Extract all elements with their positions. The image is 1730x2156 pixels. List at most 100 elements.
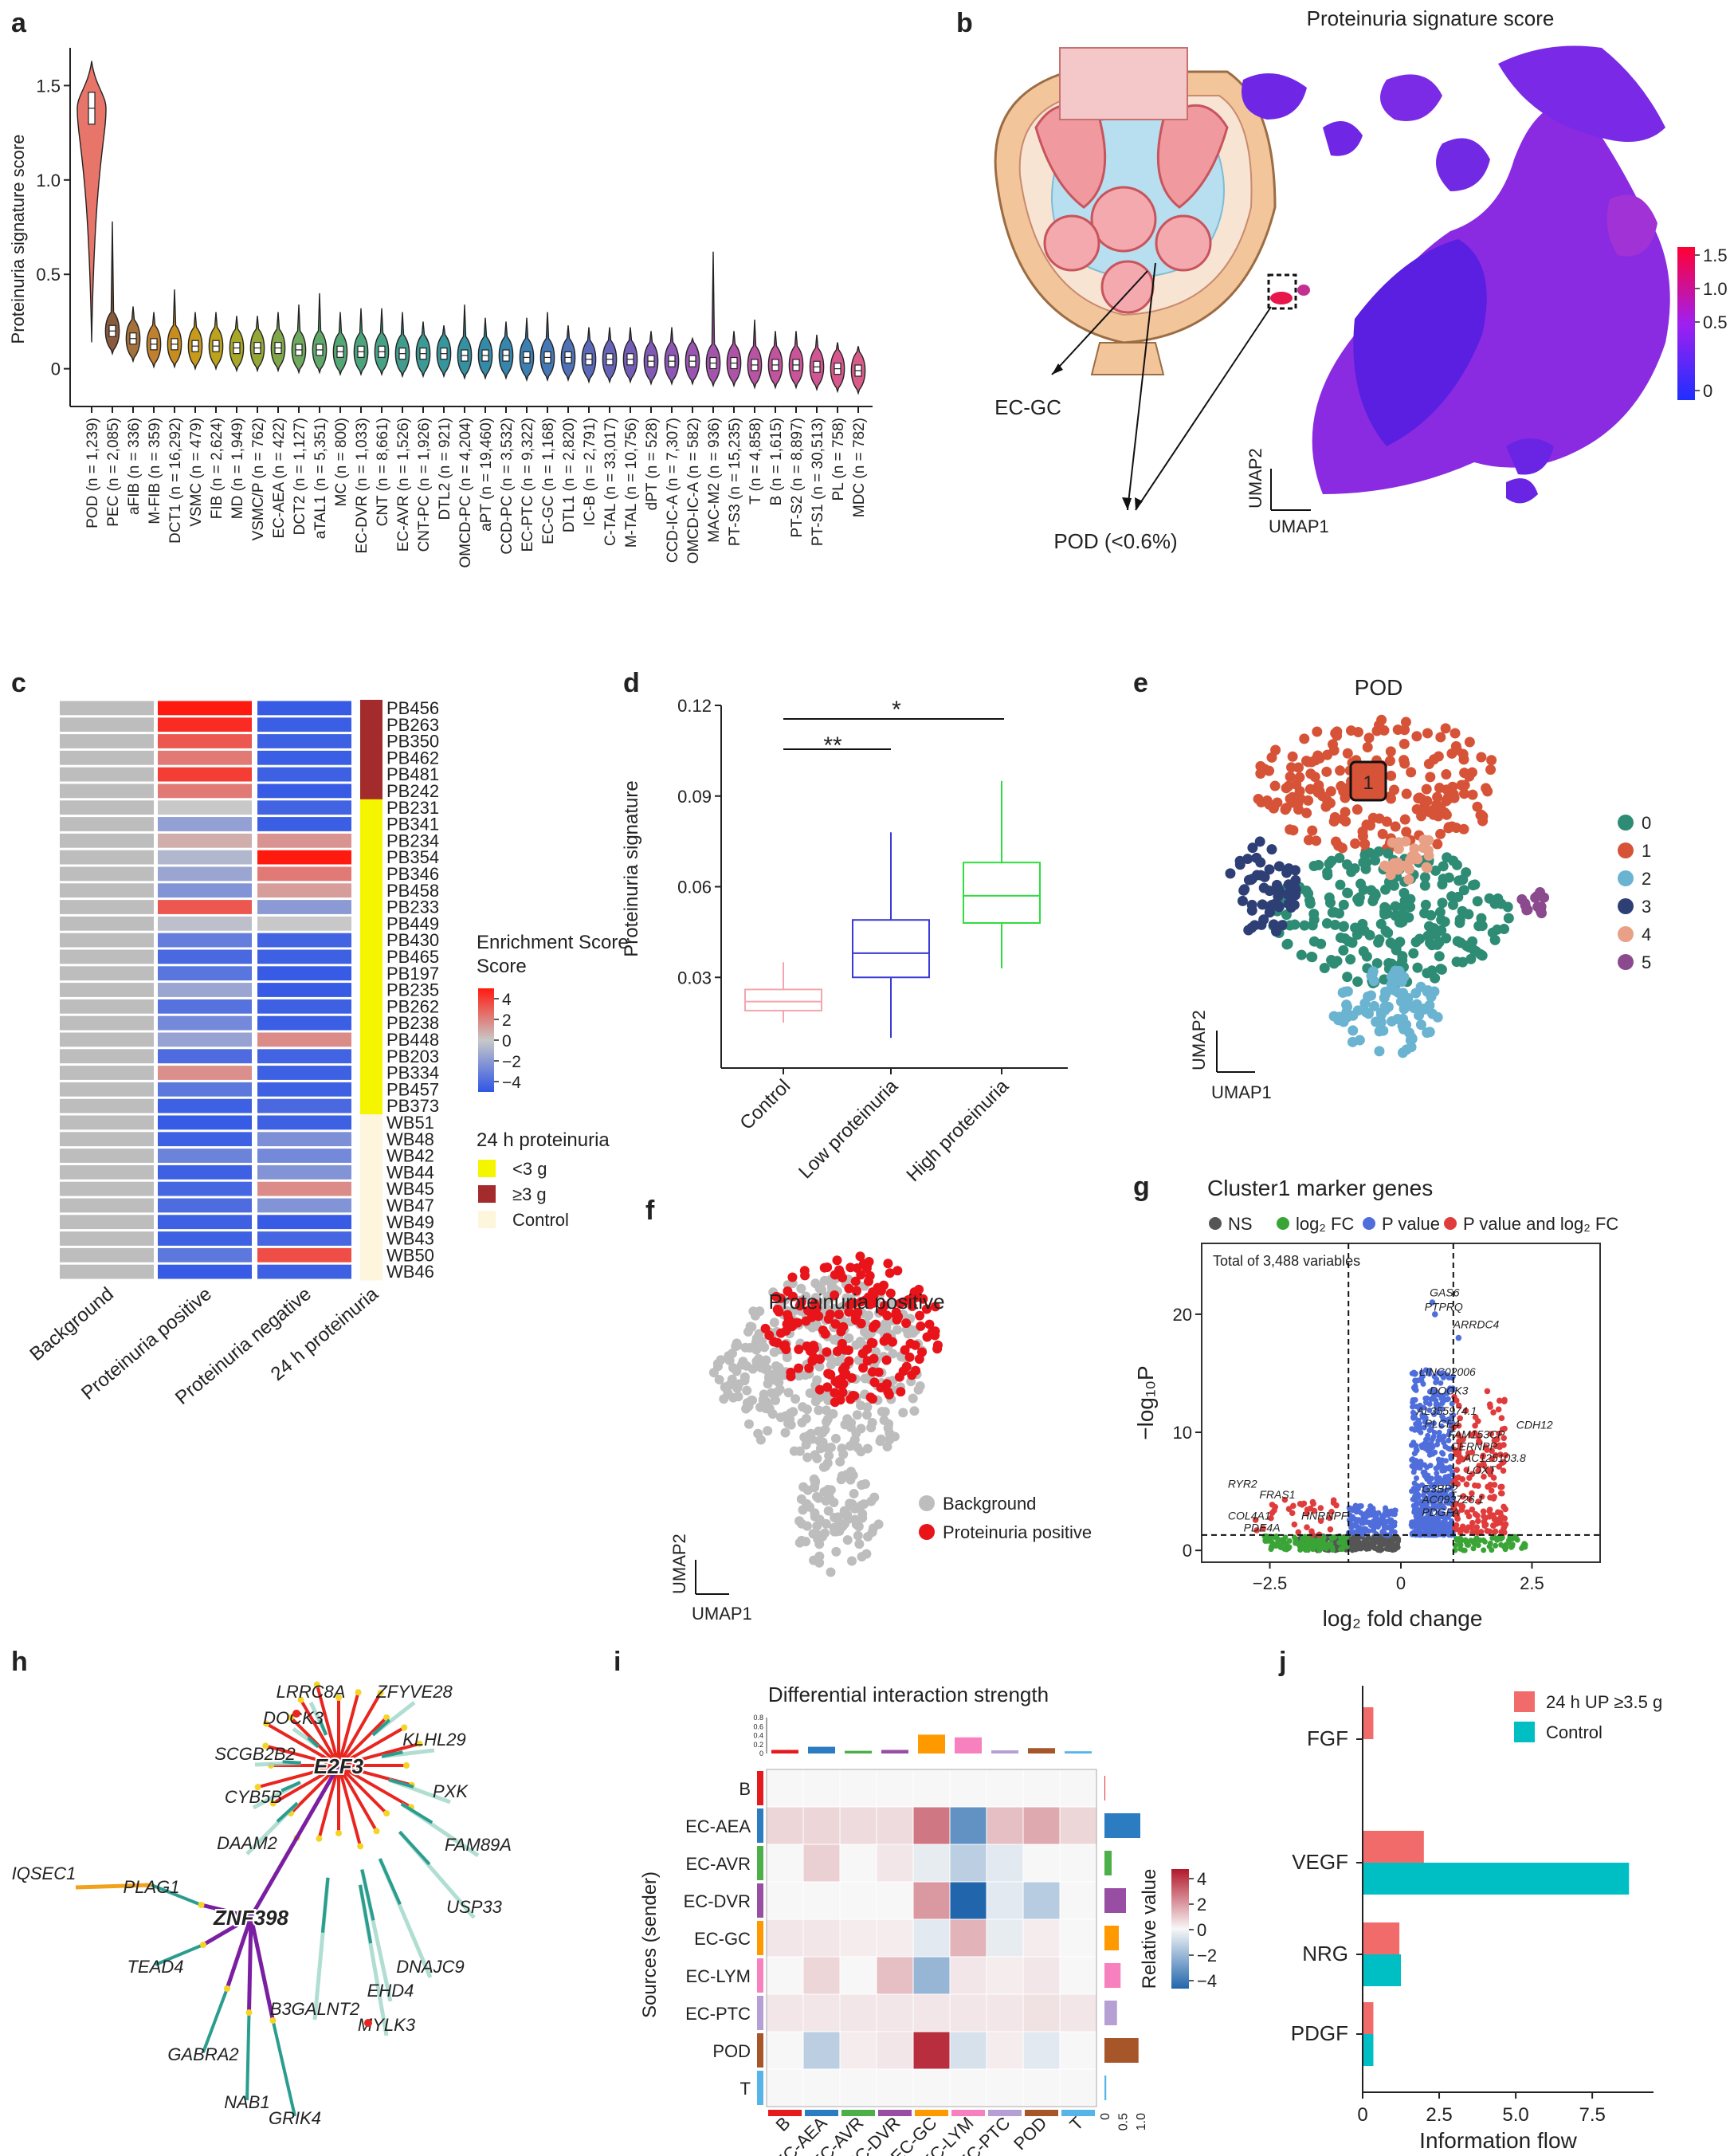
panel-e-point bbox=[1307, 825, 1318, 836]
panel-g-point-fc bbox=[1270, 1541, 1277, 1547]
panel-g-point-sig bbox=[1472, 1430, 1478, 1436]
panel-f-point-positive bbox=[900, 1345, 910, 1355]
panel-e-cluster-label-box bbox=[1349, 760, 1387, 802]
panel-c-row-label: PB481 bbox=[386, 764, 439, 784]
panel-f-point-background bbox=[796, 1283, 806, 1294]
panel-e-point bbox=[1358, 884, 1369, 895]
panel-c-cell-background bbox=[60, 949, 154, 964]
panel-c-colorbar-tick-label: −4 bbox=[502, 1074, 521, 1092]
panel-e-point bbox=[1493, 893, 1504, 904]
panel-g-point-sig bbox=[1496, 1463, 1502, 1470]
panel-f-point-positive bbox=[830, 1388, 840, 1398]
panel-g-point-sig bbox=[1469, 1530, 1476, 1536]
panel-f-point-positive bbox=[853, 1307, 863, 1318]
panel-h-edge-target-inner bbox=[388, 1778, 414, 1789]
panel-e-point bbox=[1304, 783, 1316, 795]
panel-j: 24 h UP ≥3.5 g Control FGF VEGF NRG PDGF 0 2.… bbox=[1291, 1686, 1662, 2153]
panel-f-point-background bbox=[866, 1423, 877, 1433]
panel-a-xtick-label: MDC (n = 782) bbox=[851, 418, 868, 517]
panel-f-legend-label: Proteinuria positive bbox=[943, 1522, 1092, 1542]
panel-i-cell bbox=[766, 1993, 804, 2032]
panel-i-cell bbox=[1059, 1918, 1097, 1958]
panel-e-point bbox=[1395, 937, 1406, 948]
panel-h-edge-znf bbox=[202, 1914, 253, 1947]
panel-i-cell bbox=[1022, 1844, 1061, 1883]
panel-e-point bbox=[1380, 884, 1391, 895]
panel-b-colorbar-ticks: 1.5 1.0 0.5 0 bbox=[1695, 245, 1728, 401]
panel-f-point-positive bbox=[856, 1297, 866, 1307]
panel-a-xtick-label: OMCD-PC (n = 4,204) bbox=[457, 418, 474, 567]
panel-e-point bbox=[1461, 867, 1472, 878]
panel-h-edge-hub bbox=[337, 1716, 388, 1767]
panel-i-row-color bbox=[757, 1846, 763, 1880]
panel-h-mid-node bbox=[200, 1942, 206, 1948]
panel-a-xtick-label: DTL1 (n = 2,820) bbox=[561, 418, 578, 532]
panel-e-point bbox=[1435, 732, 1446, 743]
panel-i-cell bbox=[1059, 1993, 1097, 2032]
panel-f-point-positive bbox=[850, 1276, 861, 1286]
panel-g-point-p bbox=[1392, 1507, 1399, 1514]
panel-c-cell-group bbox=[360, 1031, 382, 1049]
panel-g-point-p bbox=[1435, 1510, 1442, 1516]
panel-g-point-p bbox=[1444, 1487, 1450, 1494]
panel-j-xlabel: Information flow bbox=[1419, 2128, 1577, 2153]
panel-g-point-sig bbox=[1268, 1514, 1274, 1522]
panel-f-point-positive bbox=[830, 1319, 841, 1329]
panel-e-point bbox=[1354, 1035, 1365, 1046]
panel-g-point-p bbox=[1439, 1406, 1446, 1412]
panel-e-point bbox=[1469, 879, 1481, 890]
panel-a-xtick-label: MC (n = 800) bbox=[333, 418, 350, 506]
panel-e-point bbox=[1358, 946, 1369, 957]
panel-f-point-positive bbox=[818, 1325, 828, 1335]
panel-f-point-positive bbox=[901, 1318, 912, 1329]
panel-g-legend-dot bbox=[1363, 1217, 1375, 1230]
panel-g-point-ns bbox=[1395, 1538, 1402, 1545]
panel-i-cell bbox=[839, 2068, 877, 2107]
panel-c-cell-group bbox=[360, 981, 382, 999]
panel-f-point-background bbox=[884, 1419, 894, 1429]
panel-e-point bbox=[1366, 990, 1377, 1001]
panel-g-point-fc bbox=[1457, 1542, 1464, 1549]
panel-g-point-p bbox=[1427, 1388, 1434, 1395]
panel-g-point-sig bbox=[1482, 1522, 1489, 1528]
panel-g-point-sig bbox=[1487, 1404, 1493, 1410]
panel-i-right-tick-label: 1.0 bbox=[1135, 2113, 1148, 2130]
panel-e-point bbox=[1321, 766, 1332, 777]
panel-g-point-fc bbox=[1304, 1547, 1311, 1553]
panel-g-point-sig bbox=[1484, 1527, 1491, 1534]
panel-i-cell bbox=[802, 1956, 841, 1995]
panel-g-point-sig bbox=[1490, 1495, 1497, 1502]
panel-e-point bbox=[1430, 865, 1442, 876]
panel-e-point bbox=[1301, 807, 1312, 819]
panel-g-point-fc bbox=[1493, 1542, 1499, 1549]
panel-e-point bbox=[1255, 760, 1266, 772]
panel-e-point bbox=[1348, 1025, 1359, 1036]
panel-a-xtick-label: EC-PTC (n = 9,322) bbox=[520, 418, 536, 552]
panel-j-bar bbox=[1363, 1922, 1400, 1954]
panel-f-point-background bbox=[802, 1485, 813, 1495]
panel-f-point-background bbox=[837, 1471, 847, 1481]
panel-e-point bbox=[1259, 871, 1270, 882]
panel-i-right-bar bbox=[1104, 2001, 1117, 2025]
panel-h-mid-node bbox=[335, 1830, 342, 1836]
panel-c-heatmap bbox=[60, 700, 382, 1281]
panel-h-mid-node bbox=[263, 1720, 270, 1727]
panel-g-point-fc bbox=[1316, 1547, 1323, 1553]
panel-f-point-background bbox=[862, 1443, 873, 1454]
panel-e-point bbox=[1426, 992, 1437, 1003]
panel-i-cell bbox=[1059, 1844, 1097, 1883]
panel-c-cell-negative bbox=[257, 900, 351, 914]
panel-c-group-label: <3 g bbox=[512, 1159, 547, 1179]
panel-i-cell bbox=[1059, 2031, 1097, 2070]
panel-i-right-bars: 0 0.5 1.0 bbox=[1099, 1776, 1148, 2130]
panel-i-row-color bbox=[757, 2071, 763, 2105]
panel-f-point-background bbox=[831, 1546, 841, 1557]
panel-c-cell-negative bbox=[257, 833, 351, 848]
panel-e-legend-dot bbox=[1618, 898, 1634, 914]
panel-e-legend-label: 4 bbox=[1642, 925, 1651, 944]
panel-g-point-fc bbox=[1475, 1542, 1481, 1549]
panel-i-cell bbox=[802, 2031, 841, 2070]
panel-g-point-p bbox=[1412, 1396, 1418, 1403]
panel-g-point-sig bbox=[1464, 1455, 1470, 1461]
panel-f-point-positive bbox=[868, 1287, 878, 1298]
